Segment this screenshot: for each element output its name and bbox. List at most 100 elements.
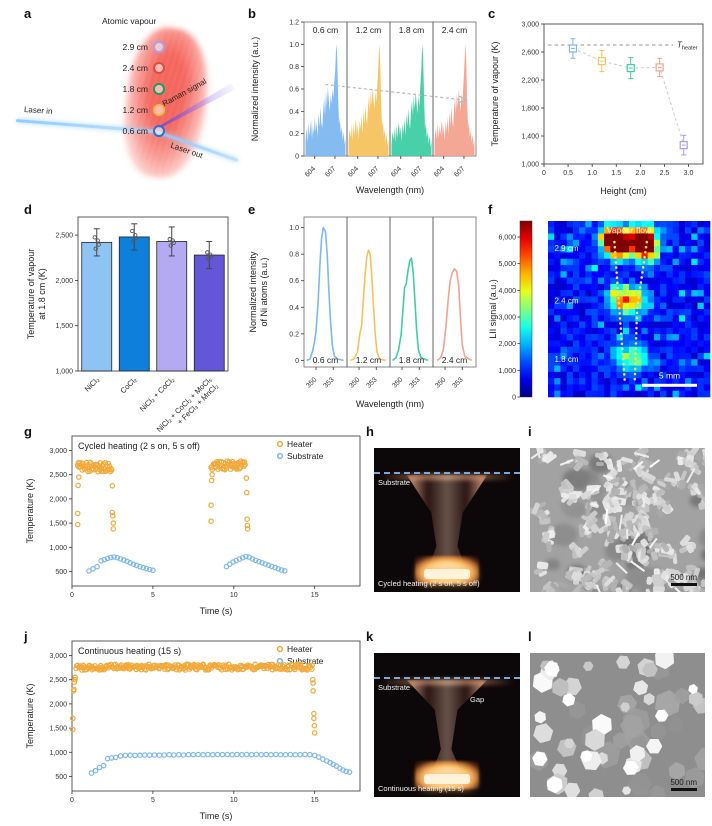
panel-letter-l: l: [528, 629, 532, 644]
panel-letter-a: a: [24, 6, 32, 21]
height-marker-circle: [153, 125, 165, 137]
svg-text:10: 10: [230, 592, 238, 599]
sem-petal: [562, 488, 574, 493]
height-row: 2.4 cm: [114, 62, 165, 74]
svg-text:2.0: 2.0: [635, 170, 645, 177]
chart-e-svg: 0 0.2 0.4 0.6 0.8 1.0 0.6 cm 350 353 1.2 cm 350 353…: [248, 216, 477, 409]
vapour-stream-line: [613, 240, 627, 385]
svg-text:1.5: 1.5: [611, 170, 621, 177]
sem-shadow-blob: [662, 588, 684, 592]
panel-g-cycled-heating-chart: 500 1,000 1,500 2,000 2,500 3,000 0 5 10 15 Cycled…: [20, 426, 368, 622]
svg-text:604: 604: [390, 165, 403, 178]
svg-text:Temperature of vapour: Temperature of vapour: [26, 249, 36, 340]
sem-petal: [580, 590, 593, 592]
svg-text:Heater: Heater: [287, 439, 313, 449]
panel-d-salt-temperature-bar-chart: 1,000 1,500 2,000 2,500 NiCl₂ CoCl₂ NiCl₂ + Co…: [20, 203, 242, 434]
svg-text:6,000: 6,000: [498, 235, 516, 242]
svg-text:1.2 cm: 1.2 cm: [356, 25, 382, 35]
svg-text:2.4 cm: 2.4 cm: [554, 297, 578, 306]
panel-letter-f: f: [488, 202, 493, 217]
sem-shadow-blob: [699, 526, 705, 549]
svg-text:Temperature (K): Temperature (K): [25, 683, 35, 748]
sem-bright-edge: [649, 458, 660, 468]
substrate-dashed-line: [374, 677, 520, 679]
scale-bar-line: [670, 583, 697, 586]
svg-text:0.2: 0.2: [289, 131, 299, 138]
svg-text:1.8 cm: 1.8 cm: [554, 355, 578, 364]
sem-hexagon: [553, 734, 581, 762]
panel-e-ni-atom-intensity-chart: 0 0.2 0.4 0.6 0.8 1.0 0.6 cm 350 353 1.2 cm 350 353…: [246, 203, 480, 421]
svg-text:0.6 cm: 0.6 cm: [313, 25, 339, 35]
chart-d-svg: 1,000 1,500 2,000 2,500 NiCl₂ CoCl₂ NiCl₂ + Co…: [26, 216, 229, 434]
svg-text:1.8 cm: 1.8 cm: [399, 25, 425, 35]
heater-hot-core: [423, 774, 471, 784]
svg-text:500: 500: [55, 569, 67, 576]
scale-bar-label: 500 nm: [670, 573, 697, 582]
height-row: 1.2 cm: [114, 104, 165, 116]
sem-hexagon: [532, 709, 548, 725]
panel-letter-h: h: [366, 424, 374, 439]
height-marker-circle: [153, 83, 165, 95]
svg-text:607: 607: [410, 165, 423, 178]
panel-letter-d: d: [24, 202, 32, 217]
svg-text:1,800: 1,800: [521, 106, 539, 113]
svg-text:CoCl₂: CoCl₂: [118, 375, 138, 395]
chart-j-svg: 500 1,000 1,500 2,000 2,500 3,000 0 5 10 15 Contin…: [25, 640, 361, 821]
gap-label: Gap: [470, 695, 485, 704]
sem-petal: [652, 584, 666, 592]
svg-text:353: 353: [365, 376, 378, 389]
panel-l-sem-image: 500 nm: [530, 653, 705, 797]
svg-text:2,000: 2,000: [498, 341, 516, 348]
svg-text:0.6 cm: 0.6 cm: [313, 355, 339, 365]
photo-caption: Continuous heating (15 s): [378, 784, 464, 793]
sem-petal: [701, 588, 705, 592]
svg-text:1.0: 1.0: [289, 42, 299, 49]
svg-text:350: 350: [434, 376, 447, 389]
svg-text:Temperature of vapour (K): Temperature of vapour (K): [490, 41, 500, 146]
svg-text:2.4 cm: 2.4 cm: [442, 355, 468, 365]
svg-text:3,000: 3,000: [521, 22, 539, 29]
svg-text:0.6: 0.6: [289, 87, 299, 94]
svg-text:15: 15: [311, 592, 319, 599]
svg-text:353: 353: [408, 376, 421, 389]
vapour-stream-line: [633, 240, 649, 385]
svg-text:10: 10: [230, 797, 238, 804]
svg-text:607: 607: [367, 165, 380, 178]
panel-letter-k: k: [366, 629, 374, 644]
svg-text:Wavelength (nm): Wavelength (nm): [356, 399, 424, 409]
height-marker-circle: [153, 104, 165, 116]
svg-text:1,000: 1,000: [498, 368, 516, 375]
svg-text:3.0: 3.0: [684, 170, 694, 177]
svg-text:1,500: 1,500: [49, 726, 67, 733]
svg-text:Substrate: Substrate: [287, 656, 324, 666]
sem-shadow-blob: [545, 558, 560, 571]
svg-text:604: 604: [304, 165, 317, 178]
svg-text:Substrate: Substrate: [287, 451, 324, 461]
svg-text:3,000: 3,000: [498, 315, 516, 322]
panel-letter-j: j: [24, 629, 28, 644]
svg-text:0: 0: [295, 154, 299, 161]
svg-text:2,200: 2,200: [521, 78, 539, 85]
svg-text:0.4: 0.4: [289, 305, 299, 312]
height-label: 0.6 cm: [122, 126, 148, 136]
svg-text:1.0: 1.0: [289, 225, 299, 232]
sem-shadow-blob: [700, 548, 705, 561]
svg-text:0.8: 0.8: [289, 252, 299, 259]
height-label: 2.9 cm: [122, 42, 148, 52]
svg-text:350: 350: [348, 376, 361, 389]
svg-text:of Ni atoms (a.u.): of Ni atoms (a.u.): [259, 257, 269, 326]
svg-text:2,000: 2,000: [49, 701, 67, 708]
sem-hexagon: [586, 786, 607, 797]
substrate-glow: [379, 679, 515, 685]
svg-text:NiCl₂ + CoCl₂: NiCl₂ + CoCl₂: [138, 375, 176, 413]
sem-shadow-blob: [550, 524, 578, 546]
svg-text:500: 500: [55, 774, 67, 781]
heatmap-grid: [548, 221, 711, 398]
svg-text:1,000: 1,000: [49, 545, 67, 552]
svg-text:604: 604: [433, 165, 446, 178]
sem-nanoflowers: [530, 448, 705, 592]
svg-text:353: 353: [322, 376, 335, 389]
svg-text:2,500: 2,500: [49, 472, 67, 479]
heater-hot-core: [423, 569, 471, 579]
panel-f-lii-heatmap: 0 1,000 2,000 3,000 4,000 5,000 6,000 LII signa…: [486, 203, 712, 421]
